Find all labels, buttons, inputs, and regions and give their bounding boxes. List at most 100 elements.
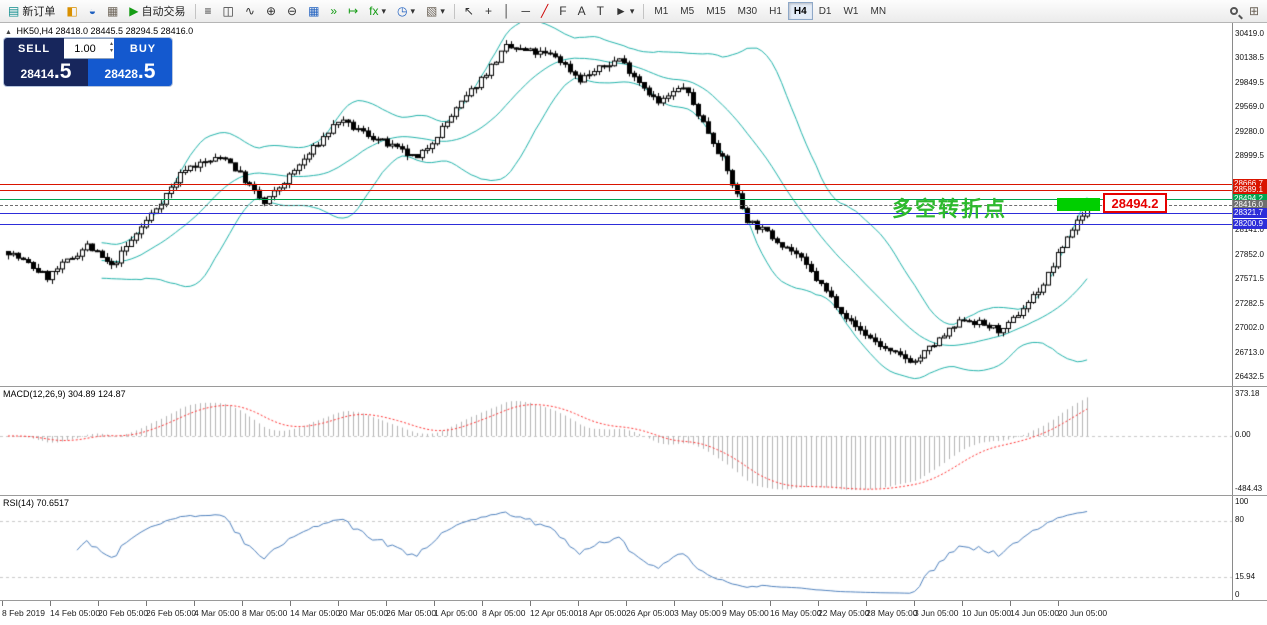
- new-window-button[interactable]: ⊞: [1244, 2, 1264, 21]
- time-axis-label: 4 Mar 05:00: [194, 601, 240, 618]
- chart-type-line-button[interactable]: ∿: [240, 2, 260, 21]
- price-tick-label: 30419.0: [1235, 29, 1264, 38]
- cursor-button[interactable]: ↖: [459, 2, 479, 21]
- chart-type-bars-button[interactable]: ≡: [200, 2, 217, 21]
- time-axis[interactable]: 8 Feb 2019 14 Feb 05:00 20 Feb 05:00 26 Feb…: [0, 600, 1267, 625]
- candles-chart-icon: ◫: [222, 4, 234, 18]
- rsi-axis[interactable]: 100 80 15.94 0: [1232, 496, 1267, 600]
- level-price-label: 28200.9: [1233, 218, 1267, 229]
- chart-shift-button[interactable]: ↦: [343, 2, 363, 21]
- macd-panel[interactable]: MACD(12,26,9) 304.89 124.87 373.18 0.00 …: [0, 386, 1267, 495]
- auto-scroll-button[interactable]: »: [325, 2, 342, 21]
- annotation-price-label[interactable]: 28494.2: [1103, 193, 1167, 213]
- time-axis-label: 8 Apr 05:00: [482, 601, 526, 618]
- macd-axis-zero: 0.00: [1235, 430, 1251, 439]
- level-price-label: 28666.7: [1233, 178, 1267, 189]
- text-label-button[interactable]: T: [592, 2, 609, 21]
- trendline-button[interactable]: ╱: [536, 2, 553, 21]
- dropdown-icon: ▾: [629, 5, 635, 16]
- navigator-button[interactable]: ◒: [84, 2, 101, 21]
- buy-button[interactable]: BUY: [114, 38, 172, 59]
- auto-scroll-icon: »: [330, 4, 338, 18]
- timeframe-button[interactable]: M1: [648, 2, 674, 20]
- timeframe-button[interactable]: MN: [864, 2, 892, 20]
- timeframe-button[interactable]: D1: [813, 2, 838, 20]
- timeframe-button[interactable]: M5: [674, 2, 700, 20]
- time-axis-label: 10 Jun 05:00: [962, 601, 1012, 618]
- fibonacci-button[interactable]: F: [554, 2, 571, 21]
- main-chart-panel[interactable]: ▲ HK50,H4 28418.0 28445.5 28294.5 28416.…: [0, 23, 1267, 386]
- rsi-panel[interactable]: RSI(14) 70.6517 100 80 15.94 0: [0, 495, 1267, 600]
- time-axis-label: 22 May 05:00: [818, 601, 870, 618]
- tile-windows-button[interactable]: ▦: [303, 2, 324, 21]
- annotation-text[interactable]: 多空转折点: [892, 198, 1007, 221]
- sell-button[interactable]: SELL: [4, 38, 64, 59]
- macd-chart-canvas[interactable]: [0, 388, 1232, 495]
- candlestick-chart-canvas[interactable]: [0, 23, 1232, 386]
- level-price-label: 28321.7: [1233, 208, 1267, 219]
- terminal-button[interactable]: ▦: [102, 2, 123, 21]
- market-watch-button[interactable]: ◧: [61, 2, 82, 21]
- level-price-label: 28416.0: [1233, 200, 1267, 211]
- shapes-button[interactable]: ► ▾: [610, 2, 639, 21]
- macd-axis-max: 373.18: [1235, 389, 1260, 398]
- templates-button[interactable]: ▧ ▾: [421, 2, 450, 21]
- cursor-icon: ↖: [463, 4, 474, 18]
- volume-spinner: ▴ ▾: [110, 41, 113, 55]
- vertical-line-button[interactable]: │: [498, 2, 516, 21]
- buy-price-big-digit: .5: [137, 60, 156, 83]
- zoom-out-icon: ⊖: [287, 4, 298, 18]
- indicators-button[interactable]: fx ▾: [364, 2, 391, 21]
- auto-trading-button[interactable]: ▶ 自动交易: [124, 2, 190, 21]
- chart-type-candles-button[interactable]: ◫: [218, 2, 239, 21]
- price-tick-label: 27571.5: [1235, 274, 1264, 283]
- text-icon: A: [577, 4, 586, 18]
- time-axis-label: 8 Mar 05:00: [242, 601, 288, 618]
- price-tick-label: 26432.5: [1235, 372, 1264, 381]
- volume-input[interactable]: 1.00 ▴ ▾: [64, 38, 114, 59]
- sell-price-main: 28414: [20, 67, 54, 81]
- price-axis[interactable]: 30419.0 30138.5 29849.5 29569.0 29280.0 28999…: [1232, 23, 1267, 386]
- sell-price[interactable]: 28414.5: [4, 59, 88, 86]
- new-order-button[interactable]: ▤ 新订单: [3, 2, 60, 21]
- toolbar-separator: [643, 3, 645, 19]
- annotation-highlight-rect[interactable]: [1057, 198, 1100, 211]
- market-watch-icon: ◧: [66, 4, 78, 18]
- bars-chart-icon: ≡: [204, 4, 212, 18]
- time-axis-label: 26 Apr 05:00: [626, 601, 675, 618]
- rsi-chart-canvas[interactable]: [0, 497, 1232, 600]
- collapse-icon[interactable]: ▲: [5, 29, 12, 36]
- crosshair-button[interactable]: +: [480, 2, 497, 21]
- time-axis-label: 26 Mar 05:00: [386, 601, 437, 618]
- volume-value: 1.00: [74, 42, 96, 55]
- zoom-out-button[interactable]: ⊖: [282, 2, 302, 21]
- time-axis-label: 3 May 05:00: [674, 601, 721, 618]
- horizontal-line-button[interactable]: ─: [517, 2, 536, 21]
- price-tick-label: 29569.0: [1235, 102, 1264, 112]
- navigator-icon: ◒: [88, 4, 96, 18]
- text-button[interactable]: A: [573, 2, 591, 21]
- vertical-line-icon: │: [503, 4, 511, 18]
- time-axis-label: 28 May 05:00: [866, 601, 918, 618]
- timeframe-button[interactable]: H1: [763, 2, 788, 20]
- volume-down-icon[interactable]: ▾: [109, 48, 113, 54]
- new-window-icon: ⊞: [1248, 4, 1259, 18]
- zoom-in-icon: ⊕: [265, 4, 276, 18]
- time-axis-label: 18 Apr 05:00: [578, 601, 627, 618]
- buy-price-main: 28428: [104, 67, 138, 81]
- toolbar-separator: [194, 3, 196, 19]
- price-tick-label: 29280.0: [1235, 127, 1264, 136]
- macd-axis[interactable]: 373.18 0.00 -484.43: [1232, 387, 1267, 495]
- timeframe-button[interactable]: W1: [837, 2, 864, 20]
- timeframe-button[interactable]: M30: [732, 2, 763, 20]
- buy-price[interactable]: 28428.5: [88, 59, 172, 86]
- timeframe-button[interactable]: H4: [787, 2, 813, 20]
- search-button[interactable]: [1225, 2, 1243, 21]
- timeframe-button[interactable]: M15: [700, 2, 731, 20]
- crosshair-icon: +: [484, 4, 492, 18]
- zoom-in-button[interactable]: ⊕: [261, 2, 281, 21]
- price-tick-label: 29849.5: [1235, 78, 1264, 87]
- periods-button[interactable]: ◷ ▾: [392, 2, 420, 21]
- volume-up-icon[interactable]: ▴: [109, 41, 113, 47]
